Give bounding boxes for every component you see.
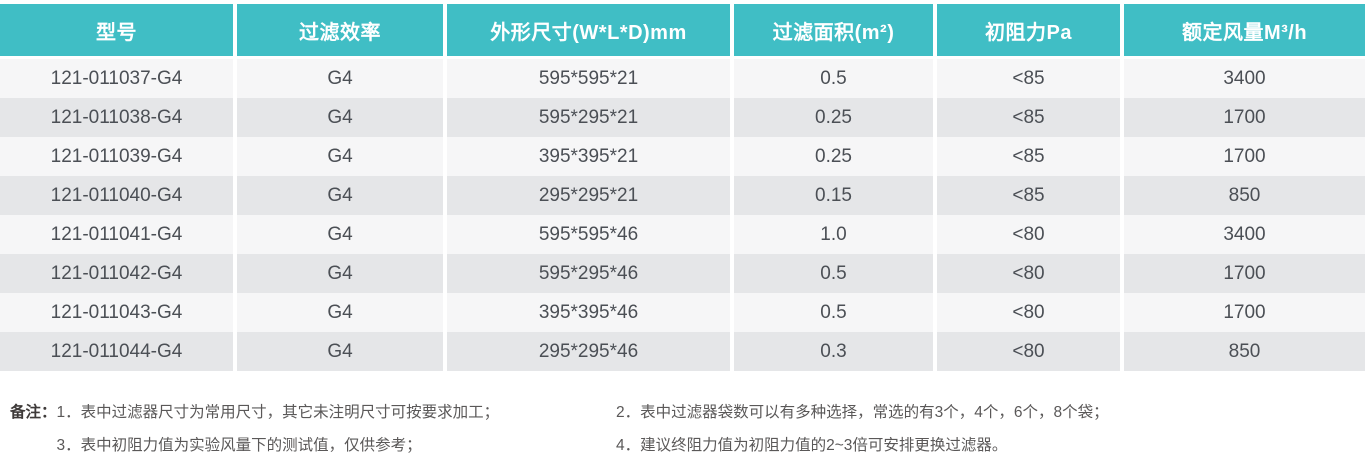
table-cell: 1700: [1124, 254, 1365, 293]
filter-spec-table: 型号 过滤效率 外形尺寸(W*L*D)mm 过滤面积(m²) 初阻力Pa 额定风量M³/h…: [0, 4, 1365, 371]
table-cell: <80: [937, 254, 1120, 293]
remarks-right-column: 2．表中过滤器袋数可以有多种选择，常选的有3个，4个，6个，8个袋； 4．建议终…: [616, 396, 1109, 462]
table-cell: 295*295*46: [447, 332, 730, 371]
remark-2: 2．表中过滤器袋数可以有多种选择，常选的有3个，4个，6个，8个袋；: [616, 404, 1109, 421]
table-cell: 0.25: [734, 98, 933, 137]
table-cell: 395*395*46: [447, 293, 730, 332]
table-cell: 0.25: [734, 137, 933, 176]
table-row: 121-011043-G4 G4 395*395*46 0.5 <80 1700: [0, 293, 1365, 332]
table-cell: 595*595*46: [447, 215, 730, 254]
table-row: 121-011041-G4 G4 595*595*46 1.0 <80 3400: [0, 215, 1365, 254]
table-cell: G4: [237, 98, 443, 137]
remark-4: 4．建议终阻力值为初阻力值的2~3倍可安排更换过滤器。: [616, 437, 1008, 454]
table-cell: G4: [237, 176, 443, 215]
table-cell: <80: [937, 332, 1120, 371]
table-cell: <85: [937, 59, 1120, 98]
table-cell: 850: [1124, 332, 1365, 371]
column-header: 初阻力Pa: [937, 4, 1120, 56]
table-cell: 595*295*21: [447, 98, 730, 137]
table-cell: <80: [937, 293, 1120, 332]
remarks-left-column: 备注： 1．表中过滤器尺寸为常用尺寸，其它未注明尺寸可按要求加工； 3．表中初阻…: [10, 396, 616, 462]
column-header: 外形尺寸(W*L*D)mm: [447, 4, 730, 56]
table-cell: 3400: [1124, 59, 1365, 98]
table-cell: G4: [237, 137, 443, 176]
table-cell: <85: [937, 137, 1120, 176]
table-cell: 595*295*46: [447, 254, 730, 293]
table-cell: G4: [237, 332, 443, 371]
column-header: 型号: [0, 4, 233, 56]
table-cell: <85: [937, 98, 1120, 137]
table-cell: 121-011037-G4: [0, 59, 233, 98]
table-cell: 121-011038-G4: [0, 98, 233, 137]
table-cell: 0.3: [734, 332, 933, 371]
remark-3: 3．表中初阻力值为实验风量下的测试值，仅供参考；: [56, 437, 422, 454]
column-header: 过滤效率: [237, 4, 443, 56]
column-header: 过滤面积(m²): [734, 4, 933, 56]
table-cell: G4: [237, 59, 443, 98]
remarks-label: 备注：: [10, 404, 57, 421]
table-row: 121-011044-G4 G4 295*295*46 0.3 <80 850: [0, 332, 1365, 371]
remark-1: 1．表中过滤器尺寸为常用尺寸，其它未注明尺寸可按要求加工；: [56, 404, 500, 421]
table-row: 121-011042-G4 G4 595*295*46 0.5 <80 1700: [0, 254, 1365, 293]
table-row: 121-011037-G4 G4 595*595*21 0.5 <85 3400: [0, 59, 1365, 98]
remarks-section: 备注： 1．表中过滤器尺寸为常用尺寸，其它未注明尺寸可按要求加工； 3．表中初阻…: [10, 396, 1358, 462]
table-row: 121-011038-G4 G4 595*295*21 0.25 <85 1700: [0, 98, 1365, 137]
table-cell: 0.5: [734, 254, 933, 293]
table-cell: <85: [937, 176, 1120, 215]
table-row: 121-011039-G4 G4 395*395*21 0.25 <85 1700: [0, 137, 1365, 176]
table-cell: 1.0: [734, 215, 933, 254]
table-cell: 0.15: [734, 176, 933, 215]
table-cell: 121-011041-G4: [0, 215, 233, 254]
table-body: 121-011037-G4 G4 595*595*21 0.5 <85 3400 121-0…: [0, 59, 1365, 371]
table-cell: 121-011044-G4: [0, 332, 233, 371]
table-cell: 0.5: [734, 59, 933, 98]
table-cell: 121-011039-G4: [0, 137, 233, 176]
table-cell: 121-011040-G4: [0, 176, 233, 215]
table-cell: 121-011042-G4: [0, 254, 233, 293]
table-cell: 595*595*21: [447, 59, 730, 98]
table-cell: 1700: [1124, 137, 1365, 176]
table-cell: 850: [1124, 176, 1365, 215]
table-header-row: 型号 过滤效率 外形尺寸(W*L*D)mm 过滤面积(m²) 初阻力Pa 额定风量M³/h: [0, 4, 1365, 56]
table-cell: G4: [237, 293, 443, 332]
table-cell: 295*295*21: [447, 176, 730, 215]
table-cell: G4: [237, 254, 443, 293]
table-cell: 121-011043-G4: [0, 293, 233, 332]
table-cell: 395*395*21: [447, 137, 730, 176]
table-cell: 1700: [1124, 98, 1365, 137]
column-header: 额定风量M³/h: [1124, 4, 1365, 56]
table-cell: G4: [237, 215, 443, 254]
table-cell: <80: [937, 215, 1120, 254]
table-cell: 0.5: [734, 293, 933, 332]
table-cell: 1700: [1124, 293, 1365, 332]
table-row: 121-011040-G4 G4 295*295*21 0.15 <85 850: [0, 176, 1365, 215]
table-cell: 3400: [1124, 215, 1365, 254]
